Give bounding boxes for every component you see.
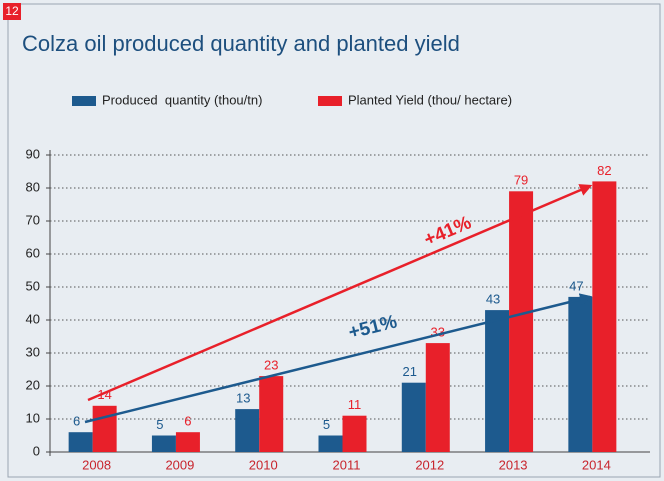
y-tick-label: 30 xyxy=(26,344,40,359)
x-tick-label: 2014 xyxy=(582,457,611,472)
bar xyxy=(175,432,200,452)
y-tick-label: 90 xyxy=(26,146,40,161)
x-tick-label: 2008 xyxy=(82,457,111,472)
data-label: 47 xyxy=(569,278,583,293)
y-tick-label: 50 xyxy=(26,278,40,293)
x-tick-label: 2012 xyxy=(415,457,444,472)
bar xyxy=(151,435,176,452)
badge xyxy=(3,3,21,20)
bar xyxy=(509,191,534,453)
x-tick-label: 2011 xyxy=(333,457,361,472)
frame xyxy=(7,3,661,478)
x-tick-label: 2013 xyxy=(499,457,528,472)
data-label: 21 xyxy=(403,364,417,379)
bar xyxy=(592,181,617,452)
data-label: 6 xyxy=(184,414,191,429)
bar xyxy=(235,409,260,452)
annotation: +41% xyxy=(421,212,475,251)
bar xyxy=(92,405,117,452)
bar xyxy=(568,296,593,452)
trend-arrow xyxy=(84,293,593,424)
y-tick-label: 60 xyxy=(26,245,40,260)
x-tick-label: 2010 xyxy=(249,457,278,472)
chart-title: Colza oil produced quantity and planted … xyxy=(22,31,460,56)
data-label: 23 xyxy=(264,358,278,373)
data-label: 79 xyxy=(514,173,528,188)
x-tick-label: 2009 xyxy=(165,457,194,472)
legend-swatch xyxy=(72,96,96,106)
data-label: 11 xyxy=(348,397,362,412)
y-tick-label: 20 xyxy=(26,377,40,392)
data-label: 6 xyxy=(73,414,80,429)
legend-swatch xyxy=(318,96,342,106)
legend-label: Planted Yield (thou/ hectare) xyxy=(348,92,512,107)
page-number: 12 xyxy=(5,4,19,18)
trend-arrow xyxy=(87,184,593,402)
y-tick-label: 80 xyxy=(26,179,40,194)
data-label: 5 xyxy=(156,417,163,432)
bar xyxy=(318,435,343,452)
y-tick-label: 0 xyxy=(33,443,40,458)
bar xyxy=(342,415,367,452)
bar xyxy=(259,376,284,452)
annotation: +51% xyxy=(347,311,400,343)
y-tick-label: 70 xyxy=(26,212,40,227)
y-tick-label: 10 xyxy=(26,410,40,425)
data-label: 33 xyxy=(431,325,445,340)
legend-label: Produced quantity (thou/tn) xyxy=(102,92,262,107)
bar xyxy=(425,343,450,452)
y-tick-label: 40 xyxy=(26,311,40,326)
data-label: 13 xyxy=(236,391,250,406)
bar xyxy=(68,432,93,452)
data-label: 82 xyxy=(597,163,611,178)
bar xyxy=(401,382,426,452)
data-label: 5 xyxy=(323,417,330,432)
data-label: 43 xyxy=(486,292,500,307)
bar xyxy=(485,310,510,452)
